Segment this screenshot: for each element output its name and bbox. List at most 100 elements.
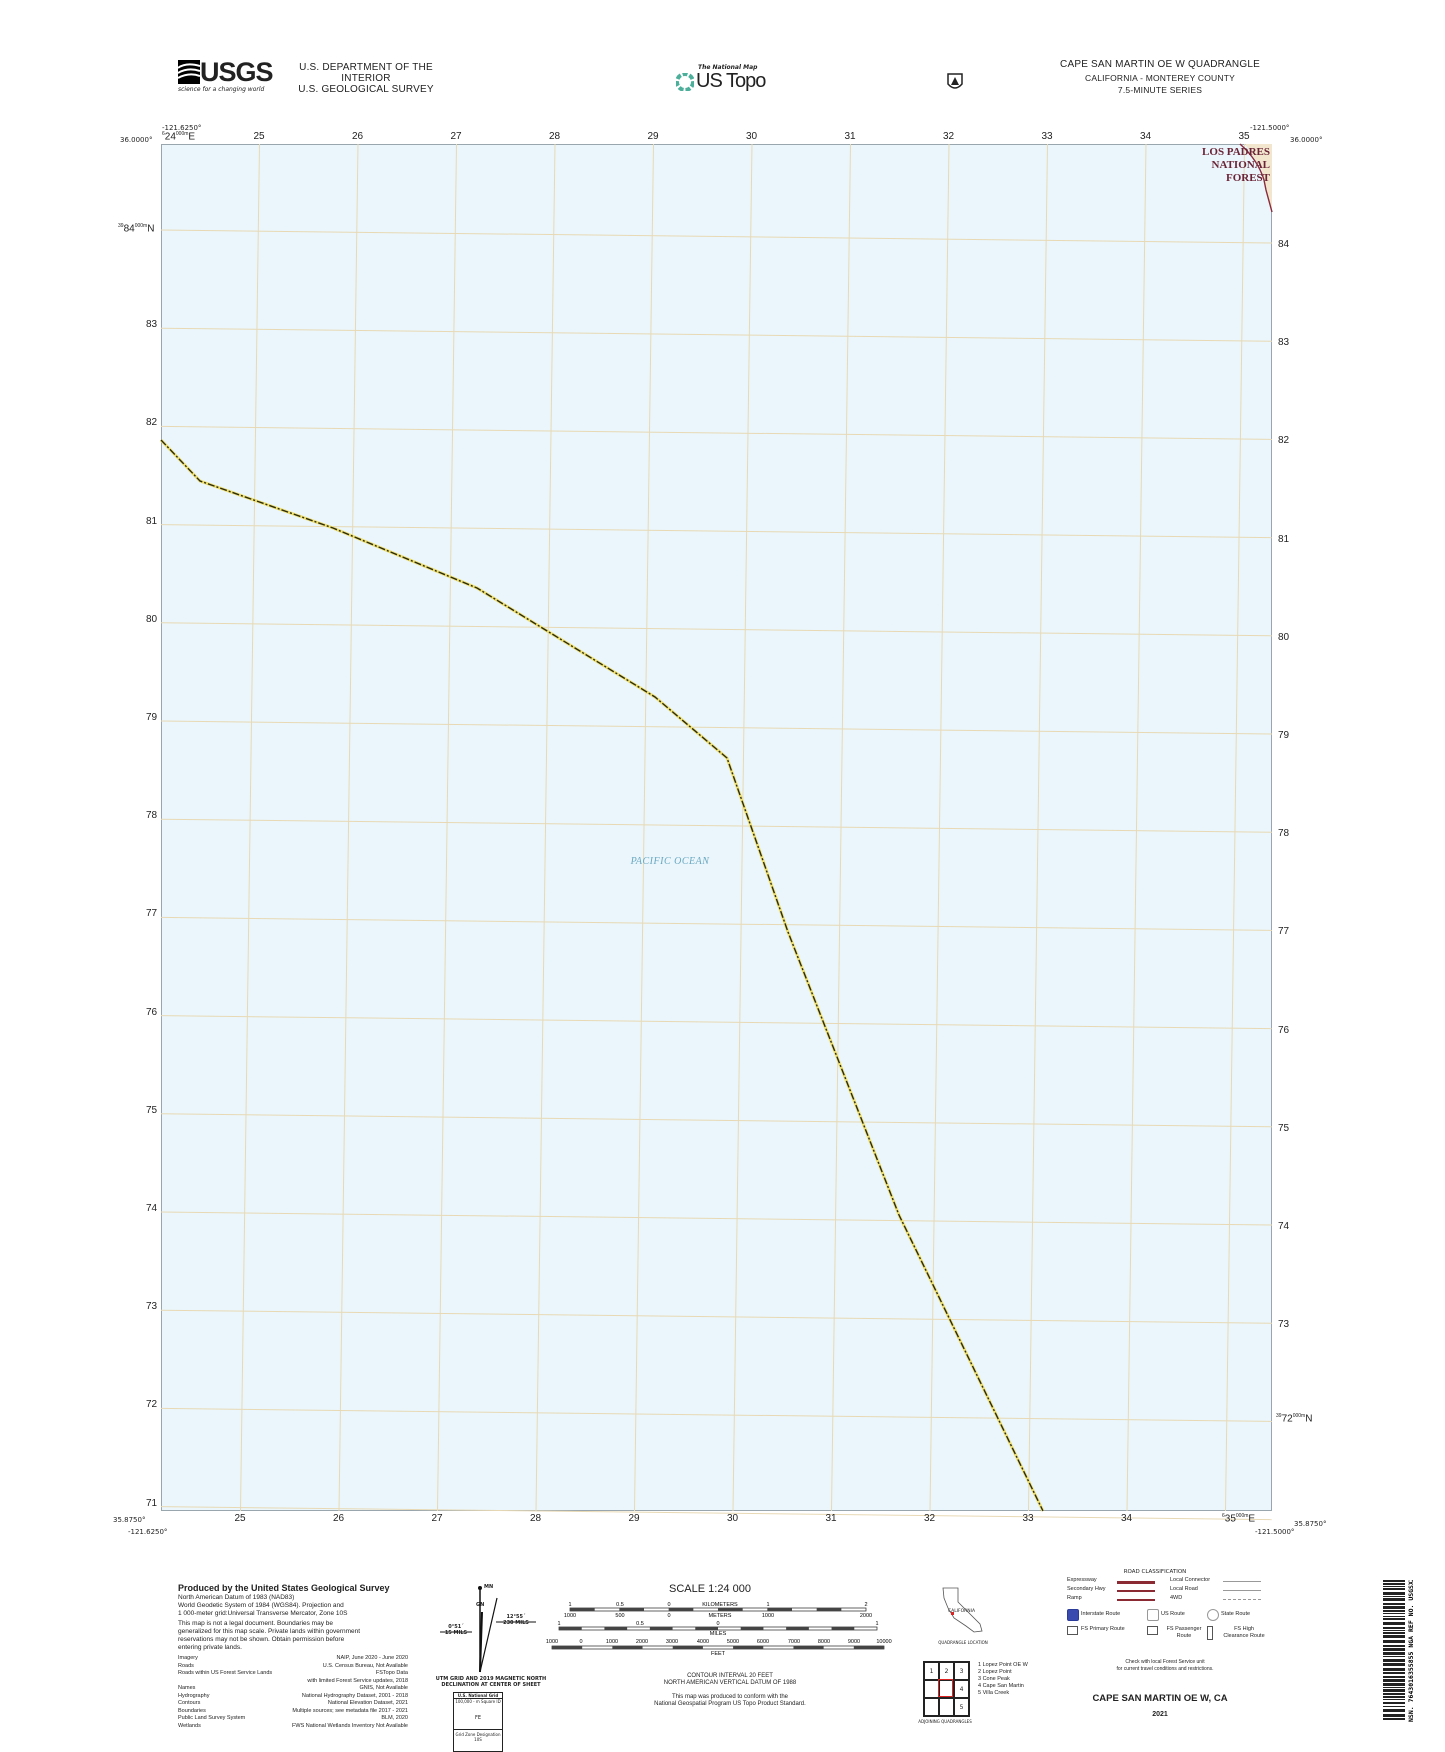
barcode-bar — [1383, 1613, 1405, 1614]
barcode: NSN. 7643016355855 NGA REF NO. USGSX24K7… — [1383, 1580, 1415, 1722]
km-tick: 0 — [667, 1602, 670, 1608]
barcode-bar — [1383, 1588, 1405, 1590]
forest-boundary-line — [1239, 143, 1273, 213]
adjoining-cell — [939, 1680, 954, 1698]
grid-line-easting — [240, 143, 260, 1512]
scale-bar-segment — [740, 1627, 764, 1630]
m-tick: 500 — [615, 1613, 624, 1619]
grid-line-northing — [160, 1211, 1273, 1226]
fs-route-label: FS Passenger Route — [1166, 1626, 1202, 1639]
utm-label-part: 6 — [162, 131, 165, 137]
barcode-bar — [1383, 1635, 1405, 1638]
mi-tick: 0.5 — [636, 1621, 644, 1627]
declination-diagram — [440, 1586, 536, 1673]
barcode-bar — [1383, 1699, 1405, 1700]
scale-bar-segment — [816, 1608, 842, 1611]
scale-bar-segment — [786, 1627, 809, 1630]
barcode-bar — [1383, 1648, 1405, 1651]
source-row: Wetlands FWS National Wetlands Inventory … — [178, 1723, 408, 1731]
source-key: Wetlands — [178, 1722, 201, 1729]
barcode-bar — [1383, 1683, 1405, 1686]
producer: Produced by the United States Geological… — [178, 1583, 390, 1593]
text-line: 4 Cape San Martin — [978, 1683, 1024, 1689]
adjoining-cell — [924, 1680, 939, 1698]
sheet-year: 2021 — [1152, 1711, 1168, 1718]
source-value: GNIS, Not Available — [359, 1685, 408, 1691]
location-state-label: CALIFORNIA — [948, 1609, 976, 1614]
northing-label-right: 83 — [1278, 337, 1290, 349]
northing-label-right: 76 — [1278, 1024, 1290, 1036]
forest-label: LOS PADRES NATIONAL FOREST — [1202, 146, 1270, 184]
text-line: This map is not a legal document. Bounda… — [178, 1620, 334, 1627]
interstate-shield-icon — [1067, 1609, 1079, 1621]
map-frame[interactable] — [161, 144, 1272, 1511]
sources-list: Imagery NAIP, June 2020 - June 2020 Roads U… — [178, 1655, 408, 1730]
barcode-bar — [1383, 1687, 1405, 1688]
scale-bar-segment — [853, 1646, 884, 1649]
ft-tick: 8000 — [818, 1639, 830, 1645]
grid-line-northing — [160, 916, 1273, 931]
northing-label-left: 79 — [146, 712, 158, 723]
grid-line-easting — [1126, 143, 1147, 1512]
road-type-label: Local Connector — [1170, 1577, 1211, 1583]
m-tick: 2000 — [860, 1613, 872, 1619]
northing-label-left: 75 — [146, 1104, 158, 1116]
source-key: Roads — [178, 1662, 194, 1669]
fs-route-icon — [1067, 1626, 1078, 1635]
barcode-bar — [1383, 1592, 1405, 1595]
easting-label-bottom: 635000mE — [1222, 1513, 1255, 1524]
text-line: generalized for this map scale. Private … — [178, 1628, 361, 1635]
barcode-bar — [1383, 1659, 1405, 1662]
quad-title-block: CAPE SAN MARTIN OE W QUADRANGLE CALIFORN… — [1040, 59, 1280, 95]
easting-label-top: 26 — [352, 131, 364, 142]
easting-label-bottom: 30 — [727, 1513, 739, 1524]
grid-line-northing — [160, 425, 1273, 440]
scale-unit-label: KILOMETERS — [702, 1602, 738, 1608]
road-type-label: Secondary Hwy — [1067, 1586, 1106, 1592]
scale-bar — [551, 1645, 885, 1650]
utm-label-part: N — [1305, 1413, 1313, 1425]
fs-route-label: FS High Clearance Route — [1223, 1626, 1265, 1639]
mn-label: MN — [484, 1584, 494, 1590]
northing-label-left: 80 — [146, 613, 158, 625]
utm-label-part: 000m — [175, 131, 189, 137]
scale-bar-segment — [793, 1646, 824, 1649]
boundary-halo — [159, 438, 1045, 1512]
corner-bl-lon: -121.6250° — [128, 1528, 168, 1536]
state-route-circle-icon — [1207, 1609, 1219, 1621]
barcode-bar — [1383, 1630, 1405, 1631]
utm-label-part: E — [1248, 1513, 1256, 1525]
text-line: 1 000-meter grid:Universal Transverse Me… — [178, 1610, 348, 1617]
corner-br-lon: -121.5000° — [1255, 1528, 1295, 1536]
source-value: NAIP, June 2020 - June 2020 — [336, 1655, 408, 1661]
grid-line-easting — [437, 143, 457, 1512]
road-type-label: Ramp — [1067, 1595, 1082, 1601]
road-type-label: 4WD — [1170, 1595, 1183, 1601]
northing-label-right: 78 — [1278, 828, 1290, 840]
utm-label-part: 000m — [1235, 1513, 1249, 1519]
disclaimer-lines: This map is not a legal document. Bounda… — [178, 1620, 408, 1652]
northing-label-left: 74 — [146, 1203, 158, 1214]
scale-unit-label: FEET — [711, 1651, 726, 1657]
easting-label-bottom: 31 — [825, 1513, 837, 1524]
easting-label-top: 34 — [1140, 131, 1152, 142]
us-route-shield-icon — [1147, 1609, 1159, 1621]
text-line: reservations may not be shown. Obtain pe… — [178, 1636, 345, 1643]
easting-label-bottom: 27 — [431, 1513, 443, 1524]
easting-label-bottom: 28 — [530, 1513, 542, 1524]
source-row: Roads within US Forest Service Lands FSTo… — [178, 1670, 408, 1678]
scale-bar-segment — [718, 1608, 743, 1611]
scale-unit-label: METERS — [709, 1613, 732, 1619]
barcode-bar — [1383, 1656, 1405, 1657]
text-line: 3 Cone Peak — [978, 1676, 1010, 1682]
barcode-bar — [1383, 1706, 1405, 1707]
barcode-bar — [1383, 1580, 1405, 1582]
barcode-bar — [1383, 1672, 1405, 1674]
barcode-bar — [1383, 1693, 1405, 1695]
barcode-bar — [1383, 1610, 1405, 1612]
adjoining-cell: 5 — [954, 1698, 969, 1716]
northing-label-right: 79 — [1278, 730, 1290, 741]
usfs-shield-icon — [947, 73, 963, 89]
